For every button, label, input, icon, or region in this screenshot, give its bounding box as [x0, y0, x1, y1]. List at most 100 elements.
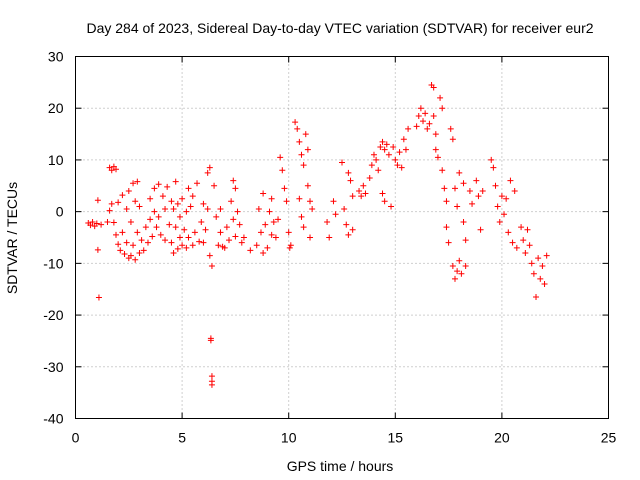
- data-point: [155, 181, 162, 188]
- data-point: [132, 198, 139, 205]
- data-point: [462, 262, 469, 269]
- x-axis-label: GPS time / hours: [287, 458, 394, 474]
- y-tick-label: 10: [48, 152, 64, 168]
- data-point: [275, 216, 282, 223]
- data-point: [217, 229, 224, 236]
- data-point: [388, 203, 395, 210]
- data-point: [441, 185, 448, 192]
- data-point: [174, 200, 181, 207]
- data-point: [194, 180, 201, 187]
- data-point: [524, 226, 531, 233]
- data-point: [324, 218, 331, 225]
- data-point: [413, 123, 420, 130]
- data-point: [430, 84, 437, 91]
- data-point: [170, 206, 177, 213]
- data-point: [108, 200, 115, 207]
- data-point: [232, 233, 239, 240]
- x-tick-labels: 0 5 10 15 20 25: [72, 430, 617, 446]
- data-point: [172, 178, 179, 185]
- data-point: [260, 250, 267, 257]
- data-point: [298, 213, 305, 220]
- data-point: [345, 169, 352, 176]
- data-point: [366, 175, 373, 182]
- data-point: [332, 211, 339, 218]
- data-point: [420, 118, 427, 125]
- data-point: [170, 250, 177, 257]
- data-point: [296, 138, 303, 145]
- data-point: [430, 112, 437, 119]
- data-point: [232, 185, 239, 192]
- data-point: [339, 159, 345, 166]
- data-point: [157, 231, 164, 238]
- data-point: [221, 244, 228, 251]
- data-point: [494, 203, 501, 210]
- data-point: [164, 183, 171, 190]
- data-point: [127, 218, 134, 225]
- data-point: [117, 247, 124, 254]
- data-point: [300, 162, 307, 169]
- data-point: [228, 198, 235, 205]
- data-point: [530, 270, 537, 277]
- data-point: [390, 144, 397, 150]
- x-tick-label: 10: [281, 430, 297, 446]
- data-points: [85, 81, 550, 388]
- data-point: [98, 221, 105, 228]
- data-point: [358, 193, 365, 200]
- data-point: [381, 146, 388, 153]
- data-point: [255, 206, 262, 213]
- data-point: [451, 185, 458, 192]
- data-point: [281, 185, 288, 192]
- data-point: [130, 180, 137, 187]
- data-point: [492, 182, 499, 189]
- data-point: [240, 234, 247, 241]
- x-tick-label: 25: [601, 430, 617, 446]
- data-point: [330, 198, 337, 205]
- data-point: [189, 193, 196, 200]
- data-point: [520, 237, 527, 244]
- data-point: [370, 151, 377, 158]
- data-point: [191, 229, 198, 236]
- data-point: [304, 146, 311, 153]
- data-point: [392, 156, 399, 163]
- data-point: [200, 200, 207, 207]
- data-point: [183, 244, 190, 251]
- y-tick-label: -20: [43, 307, 63, 323]
- data-point: [149, 233, 156, 240]
- data-point: [356, 187, 363, 194]
- x-tick-label: 5: [178, 430, 186, 446]
- x-tick-label: 0: [72, 430, 80, 446]
- data-point: [176, 234, 183, 241]
- data-point: [496, 218, 503, 225]
- data-point: [277, 154, 284, 161]
- data-point: [147, 216, 154, 223]
- data-point: [445, 239, 452, 246]
- axis-ticks: [75, 56, 609, 419]
- data-point: [533, 293, 540, 300]
- data-point: [123, 239, 130, 246]
- data-point: [385, 151, 392, 158]
- data-point: [247, 247, 254, 254]
- data-point: [460, 180, 467, 187]
- y-tick-label: 20: [48, 100, 64, 116]
- data-point: [449, 262, 456, 269]
- data-point: [189, 242, 196, 249]
- data-point: [136, 250, 143, 257]
- data-point: [432, 131, 439, 138]
- data-point: [518, 224, 525, 231]
- data-point: [343, 221, 350, 228]
- data-point: [287, 242, 294, 249]
- data-point: [349, 193, 356, 200]
- data-point: [174, 245, 181, 252]
- data-point: [238, 239, 245, 246]
- data-point: [347, 177, 354, 184]
- data-point: [268, 195, 275, 202]
- data-point: [326, 234, 333, 241]
- data-point: [285, 229, 292, 236]
- data-point: [537, 275, 544, 282]
- data-point: [136, 203, 143, 210]
- data-point: [296, 195, 303, 202]
- data-point: [307, 198, 314, 205]
- data-point: [151, 208, 158, 215]
- x-tick-label: 15: [388, 430, 404, 446]
- data-point: [469, 200, 476, 207]
